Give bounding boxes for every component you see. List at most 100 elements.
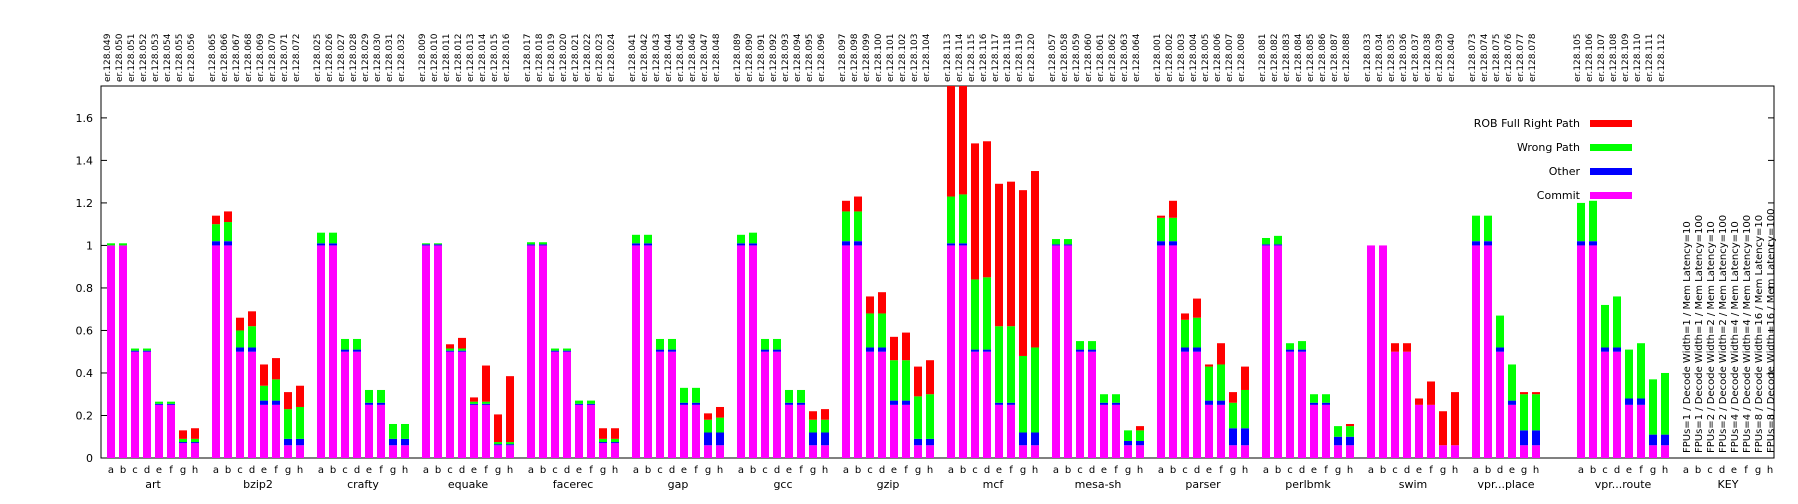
x-sub-label: c bbox=[972, 465, 978, 476]
bar-other bbox=[446, 350, 454, 352]
bar-other bbox=[224, 241, 232, 246]
bar-commit bbox=[1484, 245, 1492, 458]
bar-wrong bbox=[1100, 394, 1108, 403]
x-sub-label: b bbox=[120, 465, 126, 476]
bar-commit bbox=[1637, 404, 1645, 458]
bar-other bbox=[482, 403, 490, 405]
x-sub-label: b bbox=[1170, 465, 1176, 476]
x-sub-label: b bbox=[855, 465, 861, 476]
bar-commit bbox=[785, 404, 793, 458]
bar-other bbox=[1589, 241, 1597, 246]
bar-commit bbox=[809, 445, 817, 458]
y-tick-label: 0.2 bbox=[76, 409, 94, 422]
bar-other bbox=[236, 347, 244, 352]
bar-id-label: er.128.072 bbox=[292, 34, 302, 83]
bar-commit bbox=[575, 404, 583, 458]
bar-commit bbox=[107, 245, 115, 458]
bar-other bbox=[890, 400, 898, 405]
bar-id-label: er.128.062 bbox=[1108, 34, 1118, 83]
bar-commit bbox=[284, 445, 292, 458]
bar-id-label: er.128.114 bbox=[955, 33, 965, 82]
bar-commit bbox=[212, 245, 220, 458]
bar-other bbox=[692, 402, 700, 405]
bar-id-label: er.128.054 bbox=[163, 33, 173, 82]
bar-wrong bbox=[749, 232, 757, 244]
bar-commit bbox=[389, 445, 397, 458]
bar-commit bbox=[563, 351, 571, 458]
bar-commit bbox=[1334, 445, 1342, 458]
bar-other bbox=[809, 432, 817, 446]
bar-id-label: er.128.094 bbox=[793, 33, 803, 82]
bar-wrong bbox=[785, 389, 793, 403]
bar-rob bbox=[890, 336, 898, 361]
bar-id-label: er.128.112 bbox=[1657, 34, 1667, 83]
bar-commit bbox=[1262, 245, 1270, 458]
bar-other bbox=[1205, 400, 1213, 405]
bar-other bbox=[353, 349, 361, 352]
x-sub-label: d bbox=[984, 465, 990, 476]
bar-commit bbox=[737, 245, 745, 458]
x-sub-label: e bbox=[156, 465, 162, 476]
bar-other bbox=[458, 350, 466, 352]
bar-id-label: er.128.026 bbox=[325, 33, 335, 82]
x-sub-label: c bbox=[1182, 465, 1188, 476]
bar-rob bbox=[272, 358, 280, 380]
key-sub-label: a bbox=[1683, 465, 1689, 476]
bar-wrong bbox=[947, 196, 955, 244]
bar-wrong bbox=[1193, 317, 1201, 348]
x-sub-label: h bbox=[1452, 465, 1458, 476]
bar-rob bbox=[1451, 392, 1459, 446]
x-sub-label: e bbox=[996, 465, 1002, 476]
x-group-label: crafty bbox=[347, 478, 379, 491]
bar-rob bbox=[1415, 398, 1423, 405]
bar-other bbox=[1157, 241, 1165, 246]
x-sub-label: b bbox=[1275, 465, 1281, 476]
bar-other bbox=[1169, 241, 1177, 246]
x-sub-label: a bbox=[1473, 465, 1479, 476]
bar-wrong bbox=[1088, 341, 1096, 350]
bar-wrong bbox=[482, 401, 490, 404]
bar-other bbox=[1112, 402, 1120, 405]
bar-other bbox=[1625, 398, 1633, 405]
x-sub-label: a bbox=[423, 465, 429, 476]
x-sub-label: c bbox=[867, 465, 873, 476]
bar-commit bbox=[236, 351, 244, 458]
bar-id-label: er.128.061 bbox=[1096, 34, 1106, 83]
bar-rob bbox=[611, 428, 619, 439]
bar-other bbox=[563, 350, 571, 352]
x-group-label: perlbmk bbox=[1285, 478, 1331, 491]
x-sub-label: f bbox=[379, 465, 383, 476]
x-sub-label: c bbox=[132, 465, 138, 476]
bar-wrong bbox=[1589, 200, 1597, 242]
bar-wrong bbox=[1472, 215, 1480, 242]
bar-commit bbox=[434, 245, 442, 458]
bar-commit bbox=[1322, 404, 1330, 458]
bar-wrong bbox=[1346, 426, 1354, 437]
bar-wrong bbox=[599, 438, 607, 443]
bar-rob bbox=[296, 385, 304, 407]
bar-other bbox=[797, 402, 805, 405]
bar-rob bbox=[971, 143, 979, 280]
bar-id-label: er.128.028 bbox=[349, 33, 359, 82]
x-sub-label: c bbox=[657, 465, 663, 476]
bar-wrong bbox=[341, 338, 349, 350]
bar-commit bbox=[470, 404, 478, 458]
bar-id-label: er.128.051 bbox=[127, 34, 137, 83]
bar-id-label: er.128.110 bbox=[1633, 33, 1643, 82]
bar-wrong bbox=[1532, 394, 1540, 431]
bar-id-label: er.128.007 bbox=[1225, 34, 1235, 83]
x-sub-label: d bbox=[1089, 465, 1095, 476]
bar-wrong bbox=[716, 417, 724, 433]
bar-rob bbox=[212, 215, 220, 225]
x-sub-label: e bbox=[1206, 465, 1212, 476]
bar-rob bbox=[902, 332, 910, 361]
bar-commit bbox=[1601, 351, 1609, 458]
bar-rob bbox=[1427, 381, 1435, 405]
bar-wrong bbox=[506, 442, 514, 445]
x-sub-label: f bbox=[1114, 465, 1118, 476]
bar-other bbox=[422, 244, 430, 246]
x-sub-label: f bbox=[1009, 465, 1013, 476]
x-sub-label: h bbox=[927, 465, 933, 476]
x-group-label: mcf bbox=[983, 478, 1005, 491]
x-sub-label: f bbox=[799, 465, 803, 476]
